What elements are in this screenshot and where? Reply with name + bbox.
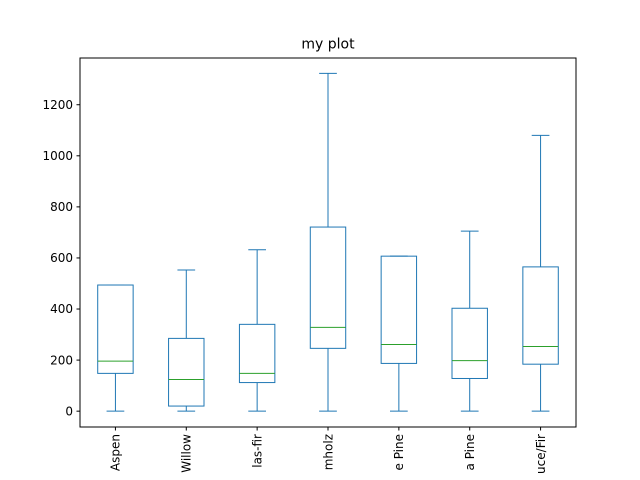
y-tick-label: 200 xyxy=(50,353,73,367)
box-iqr xyxy=(522,266,559,365)
x-tick-label-group: uce/Fir xyxy=(534,434,548,474)
box-6 xyxy=(522,134,559,412)
x-tick-label: Aspen xyxy=(109,434,123,471)
box-4 xyxy=(380,255,418,412)
boxes xyxy=(97,72,559,412)
y-tick-label: 800 xyxy=(50,200,73,214)
box-3 xyxy=(309,72,347,412)
box-iqr xyxy=(97,284,134,374)
box-2 xyxy=(238,249,276,412)
box-iqr xyxy=(238,323,276,384)
box-iqr xyxy=(451,307,488,379)
y-tick-label: 0 xyxy=(65,404,73,418)
x-tick-label: uce/Fir xyxy=(534,434,548,474)
x-tick-label-group: mholz xyxy=(321,434,335,470)
y-tick-label: 1000 xyxy=(42,149,73,163)
plot-area-frame xyxy=(79,57,577,428)
y-tick-label: 600 xyxy=(50,251,73,265)
box-iqr xyxy=(380,255,418,364)
y-axis: 0 200 400 600 800 1000 1200 xyxy=(42,98,80,418)
y-tick-label: 400 xyxy=(50,302,73,316)
x-tick-label: Willow xyxy=(180,434,194,473)
x-tick-label: e Pine xyxy=(392,434,406,471)
x-tick-label-group: las-fir xyxy=(250,434,264,468)
x-tick-label: las-fir xyxy=(250,434,264,468)
box-5 xyxy=(451,230,488,412)
x-tick-label-group: Aspen xyxy=(109,434,123,471)
box-1 xyxy=(168,269,205,412)
chart-title: my plot xyxy=(301,37,355,53)
x-tick-label-group: a Pine xyxy=(463,434,477,470)
x-axis: Aspen Willow las-fir mholz e Pine a Pine uce/F… xyxy=(109,427,548,474)
box-iqr xyxy=(309,226,347,349)
x-tick-label: a Pine xyxy=(463,434,477,470)
y-tick-label: 1200 xyxy=(42,98,73,112)
x-tick-label: mholz xyxy=(321,434,335,470)
box-0 xyxy=(97,284,134,412)
box-iqr xyxy=(168,337,205,407)
x-tick-label-group: Willow xyxy=(180,434,194,473)
x-tick-label-group: e Pine xyxy=(392,434,406,471)
